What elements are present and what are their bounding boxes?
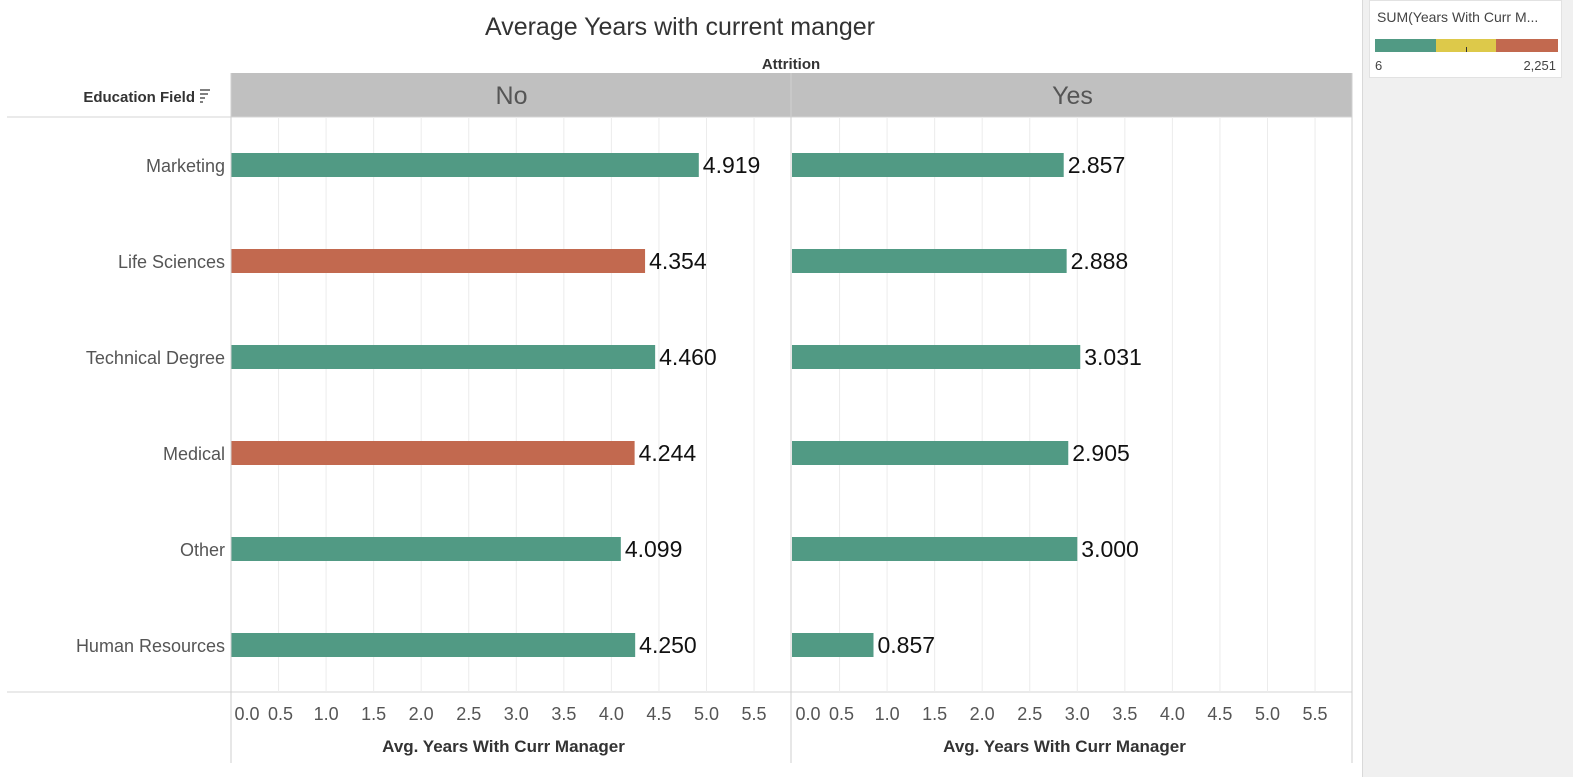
x-tick-label: 5.0: [1255, 704, 1280, 724]
bar-no-medical: [231, 441, 635, 465]
x-tick-label: 5.0: [694, 704, 719, 724]
x-tick-label: 0.0: [795, 704, 820, 724]
x-tick-label: 1.0: [875, 704, 900, 724]
x-tick-label: 3.5: [1112, 704, 1137, 724]
x-tick-label: 3.0: [504, 704, 529, 724]
legend-title: SUM(Years With Curr M...: [1377, 9, 1539, 25]
x-axis-title: Avg. Years With Curr Manager: [382, 737, 625, 756]
data-label: 3.000: [1081, 536, 1139, 562]
bar-yes-medical: [792, 441, 1069, 465]
bar-yes-other: [792, 537, 1078, 561]
x-tick-label: 5.5: [742, 704, 767, 724]
education-field-header: Education Field: [83, 89, 195, 106]
data-label: 4.919: [703, 152, 761, 178]
bar-yes-life-sciences: [792, 249, 1067, 273]
category-label: Life Sciences: [118, 252, 225, 272]
side-panel: [1362, 0, 1573, 777]
panel-header-yes: Yes: [1052, 82, 1093, 110]
bar-no-other: [231, 537, 621, 561]
sort-icon[interactable]: [200, 89, 210, 103]
x-tick-label: 2.5: [456, 704, 481, 724]
legend-swatch-mid: [1436, 39, 1496, 52]
bar-no-technical-degree: [231, 345, 656, 369]
color-legend[interactable]: SUM(Years With Curr M... 6 2,251: [1369, 0, 1562, 78]
bar-no-human-resources: [231, 633, 636, 657]
data-label: 4.354: [649, 248, 707, 274]
attrition-bar-chart: Average Years with current manger Attriti…: [7, 13, 1353, 763]
data-label: 0.857: [878, 632, 936, 658]
bar-yes-human-resources: [792, 633, 874, 657]
x-tick-label: 0.5: [829, 704, 854, 724]
x-tick-label: 4.0: [1160, 704, 1185, 724]
x-tick-label: 1.5: [922, 704, 947, 724]
data-label: 3.031: [1084, 344, 1142, 370]
data-label: 2.905: [1072, 440, 1130, 466]
x-tick-label: 4.0: [599, 704, 624, 724]
bar-no-life-sciences: [231, 249, 646, 273]
x-tick-label: 2.5: [1017, 704, 1042, 724]
legend-color-ramp: [1375, 39, 1558, 52]
category-label: Technical Degree: [86, 348, 225, 368]
category-label: Medical: [163, 444, 225, 464]
category-label: Other: [180, 540, 225, 560]
legend-swatch-low: [1375, 39, 1436, 52]
x-tick-label: 4.5: [646, 704, 671, 724]
x-axis-title: Avg. Years With Curr Manager: [943, 737, 1186, 756]
data-label: 4.244: [639, 440, 697, 466]
chart-title: Average Years with current manger: [485, 13, 875, 41]
x-tick-label: 0.0: [234, 704, 259, 724]
data-label: 4.460: [659, 344, 717, 370]
data-label: 4.099: [625, 536, 683, 562]
legend-max-label: 2,251: [1523, 58, 1556, 73]
x-tick-label: 5.5: [1303, 704, 1328, 724]
x-tick-label: 1.5: [361, 704, 386, 724]
x-tick-label: 3.5: [551, 704, 576, 724]
x-tick-label: 0.5: [268, 704, 293, 724]
bar-yes-marketing: [792, 153, 1064, 177]
data-label: 2.888: [1071, 248, 1129, 274]
x-tick-label: 4.5: [1207, 704, 1232, 724]
legend-swatch-high: [1496, 39, 1558, 52]
x-tick-label: 2.0: [409, 704, 434, 724]
attrition-header-title: Attrition: [762, 56, 820, 73]
bar-yes-technical-degree: [792, 345, 1081, 369]
x-tick-label: 3.0: [1065, 704, 1090, 724]
panel-header-no: No: [496, 82, 528, 110]
legend-tick: [1466, 47, 1467, 52]
category-label: Marketing: [146, 156, 225, 176]
x-tick-label: 2.0: [970, 704, 995, 724]
legend-min-label: 6: [1375, 58, 1383, 73]
bar-no-marketing: [231, 153, 699, 177]
x-tick-label: 1.0: [314, 704, 339, 724]
category-label: Human Resources: [76, 636, 225, 656]
data-label: 4.250: [639, 632, 697, 658]
data-label: 2.857: [1068, 152, 1126, 178]
